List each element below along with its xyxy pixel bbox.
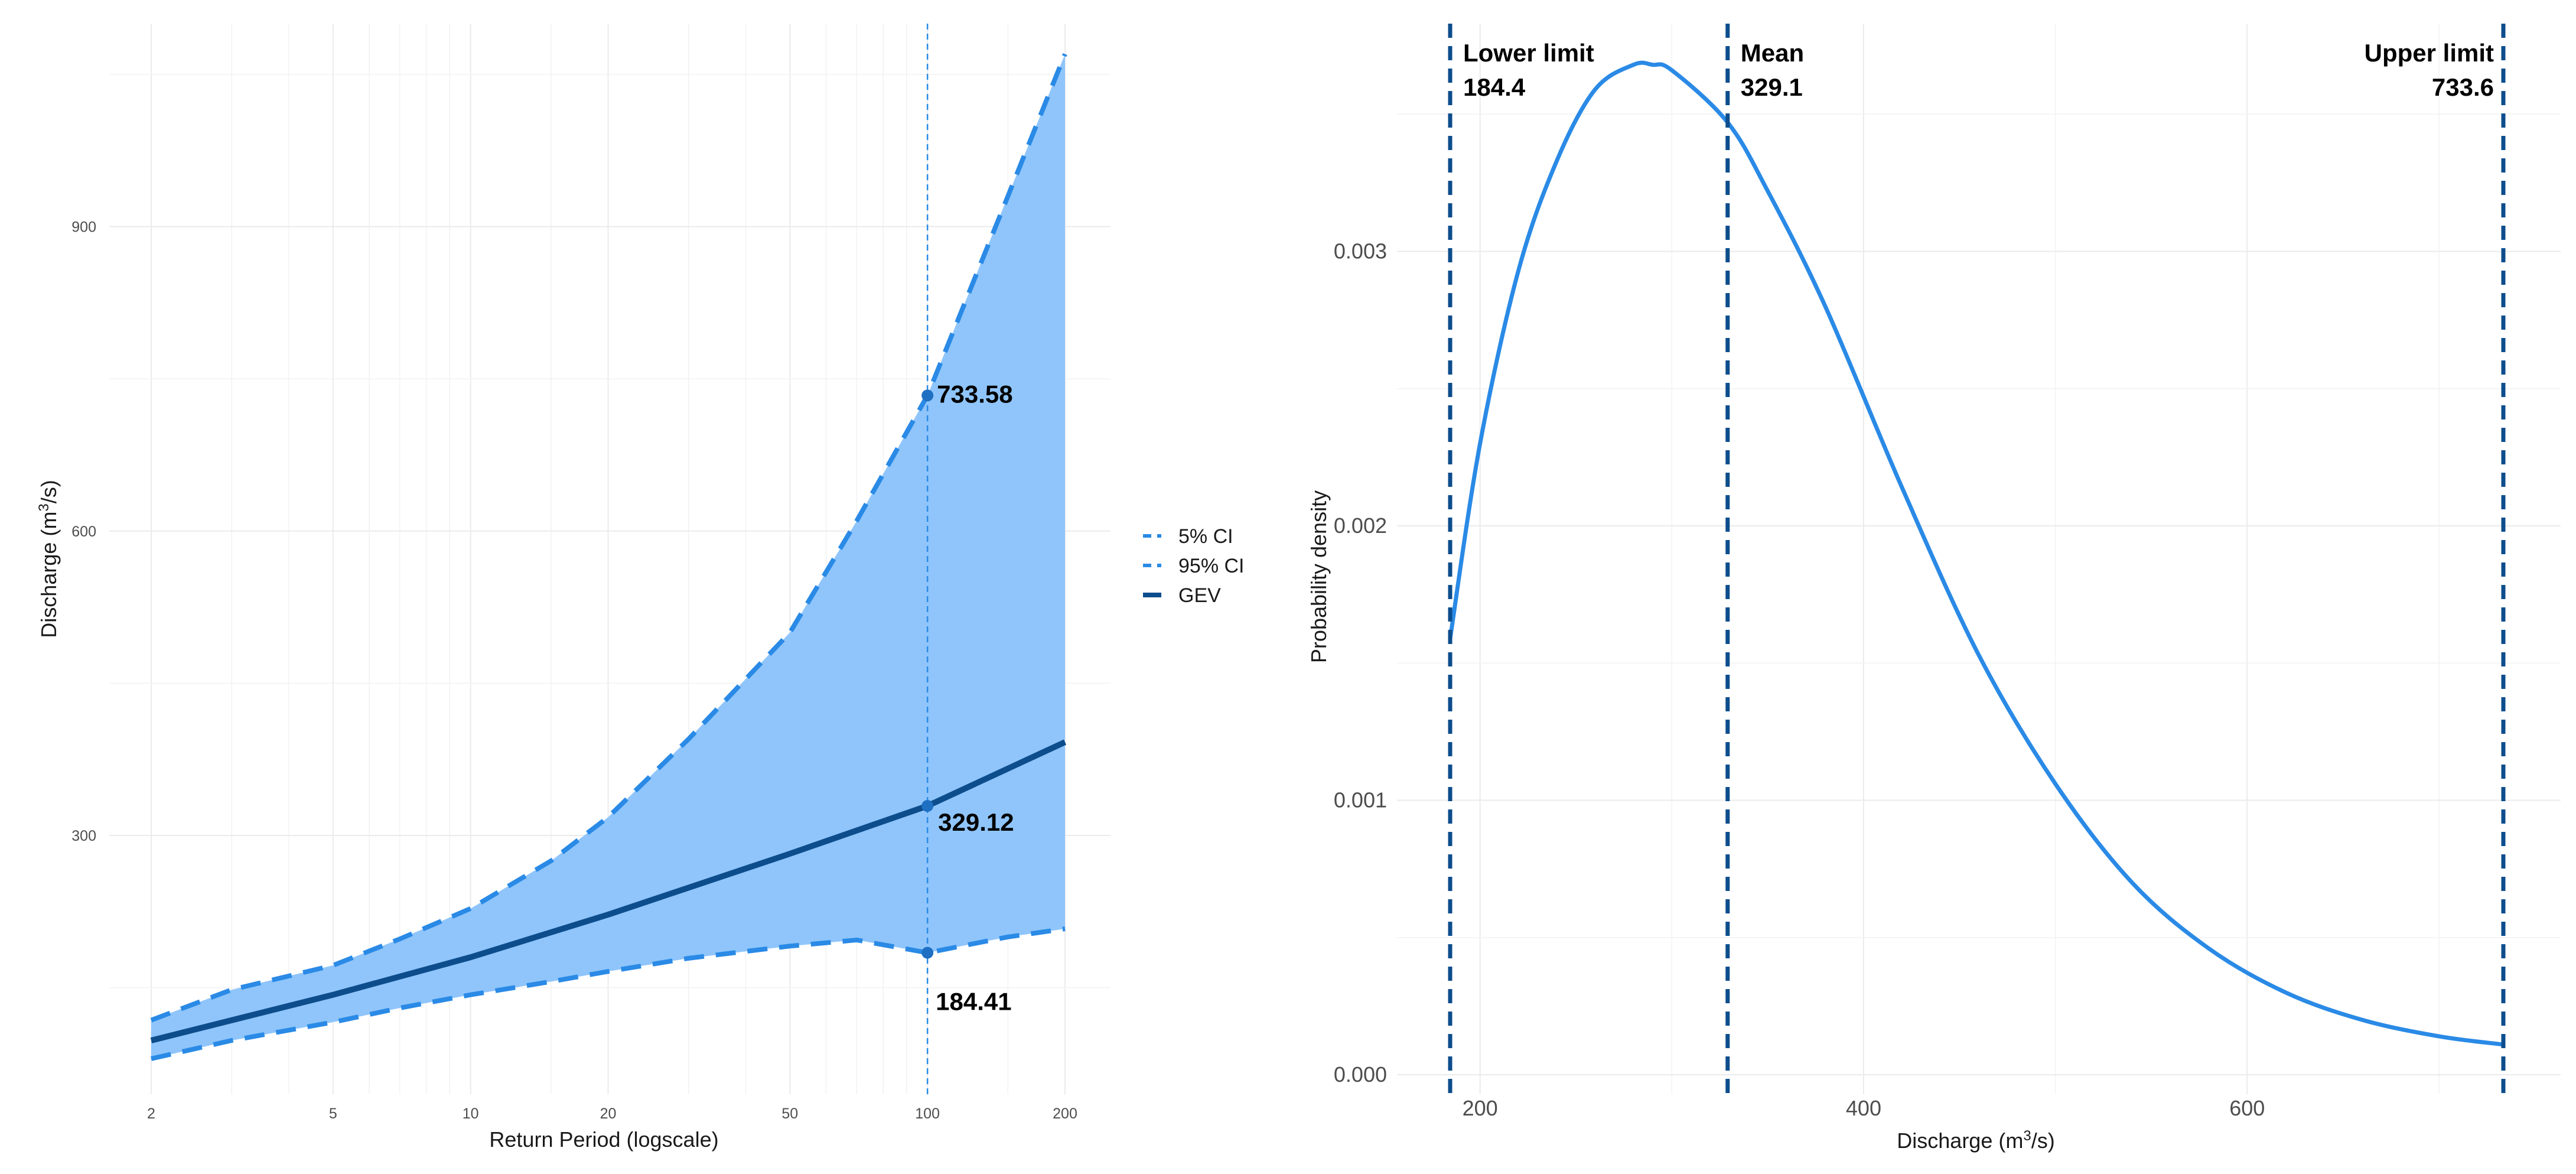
limit-title: Mean <box>1741 39 1804 67</box>
y-tick-labels: 300 600 900 <box>71 219 96 845</box>
density-line <box>1448 60 2504 1047</box>
x-tick-label: 200 <box>1463 1096 1498 1120</box>
y-tick-label: 300 <box>71 828 96 844</box>
x-tick-label: 20 <box>600 1105 617 1122</box>
x-axis-title-sup: 3 <box>2023 1128 2031 1144</box>
legend-label: GEV <box>1178 584 1221 607</box>
point-label: 329.12 <box>938 808 1014 836</box>
y-tick-label: 900 <box>71 219 96 236</box>
x-axis-title-prefix: Discharge (m <box>1897 1129 2023 1153</box>
density-curve <box>1448 60 2504 1047</box>
y-axis-title: Probability density <box>1307 490 1331 663</box>
x-tick-label: 10 <box>463 1105 479 1122</box>
ci-ribbon <box>151 54 1065 1059</box>
x-tick-label: 600 <box>2229 1096 2265 1120</box>
limit-value: 329.1 <box>1741 73 1803 101</box>
y-tick-label: 0.003 <box>1334 239 1387 264</box>
y-tick-label: 0.001 <box>1334 788 1387 812</box>
x-tick-label: 200 <box>1053 1105 1077 1122</box>
x-tick-label: 50 <box>781 1105 798 1122</box>
y-tick-label: 0.000 <box>1334 1062 1387 1087</box>
y-tick-label: 600 <box>71 523 96 540</box>
ref-point <box>921 800 934 812</box>
x-tick-labels: 200 400 600 <box>1463 1096 2265 1120</box>
ref-point <box>921 389 934 402</box>
ref-points: 733.58 329.12 184.41 <box>921 380 1014 1016</box>
series-line-0 <box>151 926 1066 1061</box>
limit-title: Lower limit <box>1463 39 1594 67</box>
x-axis-title: Discharge (m3/s) <box>1897 1128 2054 1153</box>
point-label: 733.58 <box>937 380 1012 408</box>
y-tick-label: 0.002 <box>1334 513 1387 538</box>
x-axis-title-suffix: /s) <box>2031 1129 2055 1153</box>
x-tick-label: 2 <box>147 1105 155 1122</box>
y-axis-title-sup: 3 <box>36 503 52 511</box>
limit-value: 733.6 <box>2432 73 2494 101</box>
limit-title: Upper limit <box>2365 39 2494 67</box>
legend-label: 95% CI <box>1178 555 1245 577</box>
limit-lines: Lower limit 184.4 Mean 329.1 Upper limit 733.… <box>1448 24 2506 1094</box>
legend-label: 5% CI <box>1178 525 1233 548</box>
y-axis-title-prefix: Discharge (m <box>37 512 61 638</box>
ref-point <box>921 947 934 959</box>
return-period-chart: 733.58 329.12 184.41 2 5 10 20 50 100 200 300 600… <box>36 24 1245 1152</box>
legend: 5% CI 95% CI GEV <box>1143 525 1245 607</box>
y-tick-labels: 0.000 0.001 0.002 0.003 <box>1334 239 1387 1087</box>
point-label: 184.41 <box>936 988 1011 1016</box>
x-tick-label: 400 <box>1846 1096 1881 1120</box>
y-axis-title-suffix: /s) <box>37 480 61 503</box>
x-tick-labels: 2 5 10 20 50 100 200 <box>147 1105 1077 1122</box>
x-tick-label: 5 <box>329 1105 337 1122</box>
x-axis-title: Return Period (logscale) <box>489 1127 718 1152</box>
grid <box>1397 24 2561 1094</box>
limit-value: 184.4 <box>1463 73 1526 101</box>
y-axis-title: Discharge (m3/s) <box>36 480 61 638</box>
density-chart: Lower limit 184.4 Mean 329.1 Upper limit 733.… <box>1307 24 2561 1153</box>
x-tick-label: 100 <box>915 1105 940 1122</box>
